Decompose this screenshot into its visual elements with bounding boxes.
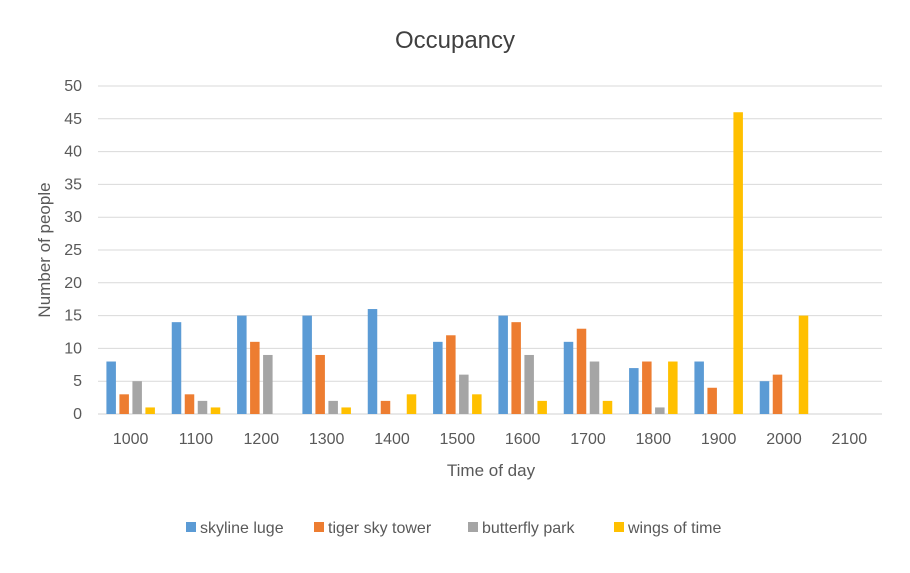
bar-butterfly-park-1800 xyxy=(655,407,665,414)
bar-tiger-sky-tower-1100 xyxy=(184,394,195,414)
y-tick-label: 15 xyxy=(64,308,82,325)
bar-butterfly-park-1000 xyxy=(132,381,142,414)
y-tick-label: 10 xyxy=(64,340,82,357)
bar-skyline-luge-1100 xyxy=(171,322,182,414)
y-tick-label: 0 xyxy=(73,406,82,423)
y-tick-label: 20 xyxy=(64,275,82,292)
bar-wings-of-time-1500 xyxy=(472,394,482,414)
bar-tiger-sky-tower-1000 xyxy=(119,394,129,414)
legend-swatch xyxy=(314,522,324,532)
legend-entry: butterfly park xyxy=(482,520,575,537)
bar-tiger-sky-tower-1500 xyxy=(446,335,456,414)
bar-tiger-sky-tower-1400 xyxy=(380,400,391,414)
x-axis-ticks: 1000 1100 1200 1300 1400 1500 1600 1700 1800 1900… xyxy=(113,431,867,448)
bar-tiger-sky-tower-1300 xyxy=(315,354,325,414)
bar-skyline-luge-1600 xyxy=(498,315,508,414)
bar-wings-of-time-2000 xyxy=(798,315,809,414)
bar-wings-of-time-1700 xyxy=(602,400,613,414)
legend: skyline luge tiger sky tower butterfly par… xyxy=(186,520,721,537)
x-tick-label: 1000 xyxy=(113,431,149,448)
x-tick-label: 1600 xyxy=(505,431,541,448)
legend-swatch xyxy=(186,522,196,532)
bars xyxy=(106,112,809,415)
x-tick-label: 1900 xyxy=(701,431,737,448)
legend-swatch xyxy=(614,522,624,532)
bar-skyline-luge-1700 xyxy=(563,341,574,414)
bar-wings-of-time-1300 xyxy=(341,407,351,414)
bar-tiger-sky-tower-1800 xyxy=(642,361,652,414)
bar-wings-of-time-1900 xyxy=(733,112,743,415)
y-tick-label: 50 xyxy=(64,78,82,95)
legend-entry: wings of time xyxy=(627,520,721,537)
bar-butterfly-park-1300 xyxy=(328,400,338,414)
bar-skyline-luge-1900 xyxy=(694,361,704,414)
bar-wings-of-time-1400 xyxy=(406,394,417,414)
bar-skyline-luge-1200 xyxy=(237,315,247,414)
bar-tiger-sky-tower-1600 xyxy=(511,322,521,414)
bar-butterfly-park-1500 xyxy=(459,374,469,414)
y-tick-label: 40 xyxy=(64,144,82,161)
x-axis-label: Time of day xyxy=(447,461,536,480)
bar-wings-of-time-1600 xyxy=(537,400,547,414)
bar-wings-of-time-1100 xyxy=(210,407,221,414)
y-tick-label: 30 xyxy=(64,209,82,226)
bar-skyline-luge-1800 xyxy=(629,368,639,414)
bar-butterfly-park-1700 xyxy=(589,361,600,414)
bar-wings-of-time-1800 xyxy=(668,361,678,414)
x-tick-label: 1800 xyxy=(636,431,672,448)
bar-skyline-luge-1400 xyxy=(367,309,378,414)
legend-entry: tiger sky tower xyxy=(328,520,432,537)
x-tick-label: 1400 xyxy=(374,431,410,448)
legend-swatch xyxy=(468,522,478,532)
bar-tiger-sky-tower-1700 xyxy=(576,328,587,414)
x-tick-label: 1500 xyxy=(440,431,476,448)
gridlines xyxy=(98,85,882,415)
y-tick-label: 45 xyxy=(64,111,82,128)
x-tick-label: 1300 xyxy=(309,431,345,448)
bar-butterfly-park-1600 xyxy=(524,354,534,414)
y-tick-label: 25 xyxy=(64,242,82,259)
bar-butterfly-park-1100 xyxy=(197,400,208,414)
bar-tiger-sky-tower-1900 xyxy=(707,387,717,414)
bar-skyline-luge-2000 xyxy=(759,381,770,414)
bar-wings-of-time-1000 xyxy=(145,407,155,414)
y-tick-label: 5 xyxy=(73,373,82,390)
bar-tiger-sky-tower-2000 xyxy=(772,374,783,414)
x-tick-label: 2100 xyxy=(832,431,868,448)
legend-entry: skyline luge xyxy=(200,520,284,537)
bar-butterfly-park-1200 xyxy=(263,354,273,414)
x-tick-label: 1200 xyxy=(244,431,280,448)
y-tick-label: 35 xyxy=(64,176,82,193)
bar-skyline-luge-1500 xyxy=(433,341,443,414)
x-tick-label: 1700 xyxy=(570,431,606,448)
y-axis-ticks: 0 5 10 15 20 25 30 35 40 45 50 xyxy=(64,78,82,423)
bar-skyline-luge-1300 xyxy=(302,315,312,414)
y-axis-label: Number of people xyxy=(35,182,54,317)
x-tick-label: 1100 xyxy=(179,431,214,448)
bar-tiger-sky-tower-1200 xyxy=(250,341,260,414)
bar-skyline-luge-1000 xyxy=(106,361,116,414)
chart-title: Occupancy xyxy=(395,27,515,54)
x-tick-label: 2000 xyxy=(766,431,802,448)
